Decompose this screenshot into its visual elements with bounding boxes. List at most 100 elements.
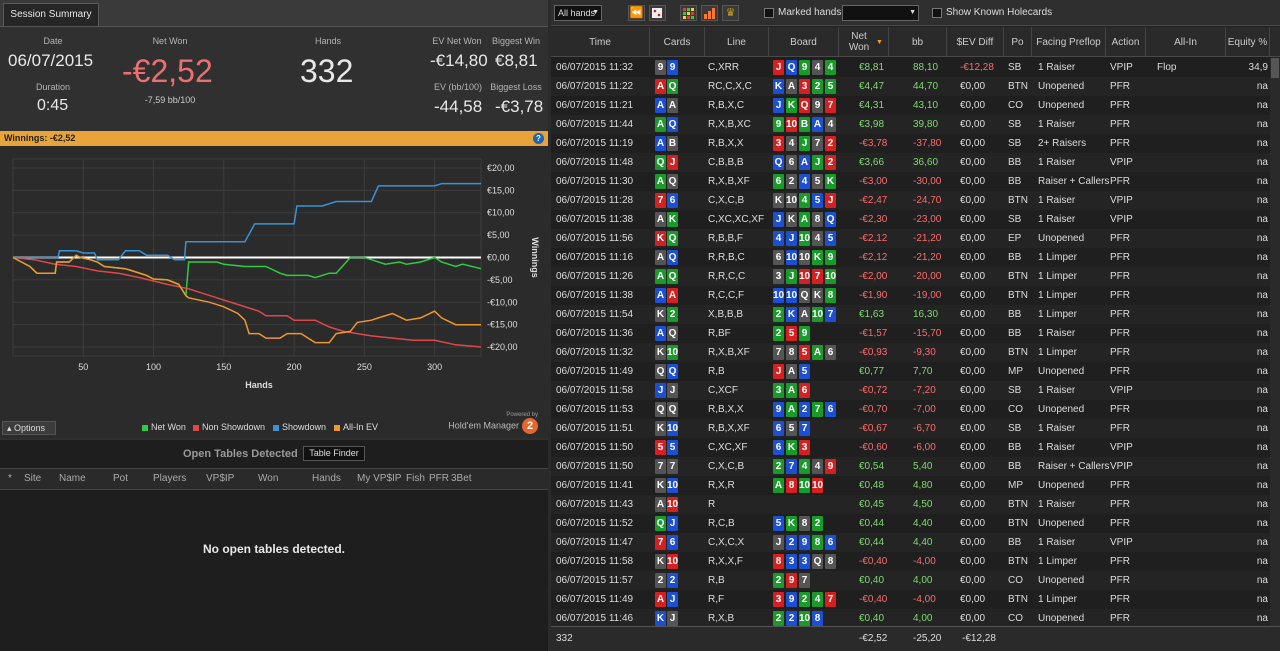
- cell-equity: na: [1256, 309, 1268, 320]
- known-holecards-checkbox[interactable]: [932, 8, 942, 18]
- hand-filter-select[interactable]: All hands ▼: [554, 5, 602, 21]
- y-tick-label: €15,00: [487, 185, 515, 195]
- table-row[interactable]: 06/07/2015 11:54 K 2 X,B,B,B 2 K A 10 7 €1,63 16,3…: [551, 305, 1270, 324]
- tab-session-summary[interactable]: Session Summary: [3, 3, 99, 26]
- cell-action: PFR: [1110, 176, 1130, 187]
- table-row[interactable]: 06/07/2015 11:57 2 2 R,B 2 9 7 €0,40 4,00 €0,00 CO…: [551, 571, 1270, 590]
- table-row[interactable]: 06/07/2015 11:50 7 7 C,X,C,B 2 7 4 4 9 €0,54 5,40 €…: [551, 457, 1270, 476]
- table-row[interactable]: 06/07/2015 11:32 K 10 R,X,B,XF 7 8 5 A 6 -€0,93 -9…: [551, 343, 1270, 362]
- col-board[interactable]: Board: [769, 27, 839, 57]
- table-row[interactable]: 06/07/2015 11:36 A Q R,BF 2 5 9 -€1,57 -15,70 €0,…: [551, 324, 1270, 343]
- table-row[interactable]: 06/07/2015 11:38 A A R,C,C,F 10 10 Q K 8 -€1,90 -1…: [551, 286, 1270, 305]
- cell-ev-diff: €0,00: [960, 347, 986, 358]
- col-time[interactable]: Time: [551, 27, 650, 57]
- bar-chart-icon[interactable]: [701, 5, 718, 21]
- table-row[interactable]: 06/07/2015 11:56 K Q R,B,B,F 4 J 10 4 5 -€2,12 -21…: [551, 229, 1270, 248]
- col-line[interactable]: Line: [705, 27, 769, 57]
- col-equity[interactable]: Equity %: [1226, 27, 1270, 57]
- hole-card: Q: [667, 250, 678, 265]
- cell-facing-preflop: 1 Limper: [1038, 347, 1077, 358]
- cell-time: 06/07/2015 11:58: [556, 556, 634, 567]
- table-row[interactable]: 06/07/2015 11:49 A J R,F 3 9 2 4 7 -€0,40 -4,00 €0,…: [551, 590, 1270, 609]
- cell-facing-preflop: Raiser + Callers: [1038, 176, 1110, 187]
- col-net-won[interactable]: Net Won ▼: [839, 27, 889, 57]
- table-row[interactable]: 06/07/2015 11:41 K 10 R,X,R A 8 10 10 €0,48 4,80 €…: [551, 476, 1270, 495]
- table-row[interactable]: 06/07/2015 11:43 A 10 R €0,45 4,50 €0,00 BTN 1 R…: [551, 495, 1270, 514]
- table-row[interactable]: 06/07/2015 11:49 Q Q R,B J A 5 €0,77 7,70 €0,00 MP…: [551, 362, 1270, 381]
- board-card: 2: [773, 573, 784, 588]
- grid-icon[interactable]: [680, 5, 697, 21]
- cell-line: C,XC,XF: [708, 442, 748, 453]
- hand-filter-value: All hands: [558, 8, 596, 18]
- table-row[interactable]: 06/07/2015 11:52 Q J R,C,B 5 K 8 2 €0,44 4,40 €0,0…: [551, 514, 1270, 533]
- table-row[interactable]: 06/07/2015 11:26 A Q R,R,C,C 3 J 10 7 10 -€2,00 -2…: [551, 267, 1270, 286]
- trophy-icon[interactable]: ♛: [722, 5, 739, 21]
- table-row[interactable]: 06/07/2015 11:30 A Q R,X,B,XF 6 2 4 5 K -€3,00 -30…: [551, 172, 1270, 191]
- col-name[interactable]: Name: [59, 473, 86, 484]
- col-action[interactable]: Action: [1106, 27, 1146, 57]
- table-row[interactable]: 06/07/2015 11:47 7 6 C,X,C,X J 2 9 8 6 €0,44 4,40 €…: [551, 533, 1270, 552]
- footer-net-won: -€2,52: [859, 633, 888, 644]
- col-site[interactable]: Site: [24, 473, 42, 484]
- table-row[interactable]: 06/07/2015 11:58 J J C,XCF 3 A 6 -€0,72 -7,20 €0,…: [551, 381, 1270, 400]
- scrollbar-thumb[interactable]: [1271, 58, 1279, 78]
- table-row[interactable]: 06/07/2015 11:21 A A R,B,X,C J K Q 9 7 €4,31 43,10…: [551, 96, 1270, 115]
- col-position[interactable]: Po: [1004, 27, 1032, 57]
- table-row[interactable]: 06/07/2015 11:44 A Q R,X,B,XC 9 10 B A 4 €3,98 39,…: [551, 115, 1270, 134]
- hole-card: A: [655, 117, 666, 132]
- known-holecards-label: Show Known Holecards: [946, 7, 1053, 18]
- col-bb[interactable]: bb: [889, 27, 947, 57]
- table-row[interactable]: 06/07/2015 11:46 K J R,X,B 2 2 10 8 €0,40 4,00 €0,…: [551, 609, 1270, 626]
- col-won[interactable]: Won: [258, 473, 279, 484]
- table-row[interactable]: 06/07/2015 11:48 Q J C,B,B,B Q 6 A J 2 €3,66 36,60…: [551, 153, 1270, 172]
- col-3bet[interactable]: 3Bet: [451, 473, 472, 484]
- table-row[interactable]: 06/07/2015 11:51 K 10 R,B,X,XF 6 5 7 -€0,67 -6,7…: [551, 419, 1270, 438]
- col-ev-diff[interactable]: $EV Diff: [947, 27, 1004, 57]
- board-card: A: [799, 212, 810, 227]
- table-row[interactable]: 06/07/2015 11:19 A B R,B,X,X 3 4 J 7 2 -€3,78 -37,…: [551, 134, 1270, 153]
- col-pot[interactable]: Pot: [113, 473, 129, 484]
- col-pfr[interactable]: PFR: [429, 473, 449, 484]
- col-hands[interactable]: Hands: [312, 473, 341, 484]
- table-row[interactable]: 06/07/2015 11:50 5 5 C,XC,XF 6 K 3 -€0,60 -6,00 €…: [551, 438, 1270, 457]
- table-row[interactable]: 06/07/2015 11:28 7 6 C,X,C,B K 10 4 5 J -€2,47 -24…: [551, 191, 1270, 210]
- hole-card: 7: [655, 459, 666, 474]
- marked-hands-select[interactable]: ▼: [842, 5, 919, 21]
- board-card: 3: [799, 440, 810, 455]
- marked-hands-checkbox[interactable]: [764, 8, 774, 18]
- col-vpip[interactable]: VP$IP: [206, 473, 235, 484]
- board-card: J: [773, 212, 784, 227]
- hm-branding: Powered by Hold'em Manager 2: [448, 412, 538, 434]
- board-card: J: [773, 60, 784, 75]
- dice-icon[interactable]: [649, 5, 666, 21]
- info-icon[interactable]: ?: [533, 133, 544, 144]
- vertical-scrollbar[interactable]: [1270, 58, 1280, 626]
- col-my-vpip[interactable]: My VP$IP: [357, 473, 402, 484]
- cell-facing-preflop: Unopened: [1038, 366, 1085, 377]
- hole-card: 7: [655, 193, 666, 208]
- cell-equity: na: [1256, 81, 1268, 92]
- table-row[interactable]: 06/07/2015 11:32 9 9 C,XRR J Q 9 4 4 €8,81 88,10 -€…: [551, 58, 1270, 77]
- col-cards[interactable]: Cards: [650, 27, 705, 57]
- cell-line: R,X,B,XF: [708, 176, 750, 187]
- options-button[interactable]: ▴ Options: [2, 421, 56, 435]
- col-fish[interactable]: Fish: [406, 473, 425, 484]
- board-card: 2: [825, 136, 836, 151]
- ev-label: EV Net Won: [432, 36, 482, 46]
- x-tick-label: 250: [357, 362, 372, 372]
- col-facing-preflop[interactable]: Facing Preflop: [1032, 27, 1106, 57]
- grid-glyph: [683, 8, 694, 19]
- rewind-icon[interactable]: ⏪: [628, 5, 645, 21]
- legend-swatch: [273, 424, 279, 431]
- col-star[interactable]: *: [8, 473, 12, 484]
- table-row[interactable]: 06/07/2015 11:38 A K C,XC,XC,XF J K A 8 Q -€2,30-…: [551, 210, 1270, 229]
- col-allin[interactable]: All-In: [1146, 27, 1226, 57]
- col-players[interactable]: Players: [153, 473, 187, 484]
- cell-net-won: -€0,93: [859, 347, 888, 358]
- table-row[interactable]: 06/07/2015 11:16 A Q R,R,B,C 6 10 10 K 9 -€2,12 -2…: [551, 248, 1270, 267]
- table-finder-button[interactable]: Table Finder: [303, 446, 365, 461]
- table-row[interactable]: 06/07/2015 11:58 K 10 R,X,X,F 8 3 3 Q 8 -€0,40 -4,…: [551, 552, 1270, 571]
- table-row[interactable]: 06/07/2015 11:22 A Q RC,C,X,C K A 3 2 5 €4,47 44,7…: [551, 77, 1270, 96]
- table-row[interactable]: 06/07/2015 11:53 Q Q R,B,X,X 9 A 2 7 6 -€0,70 -7,0…: [551, 400, 1270, 419]
- cell-ev-diff: €0,00: [960, 385, 986, 396]
